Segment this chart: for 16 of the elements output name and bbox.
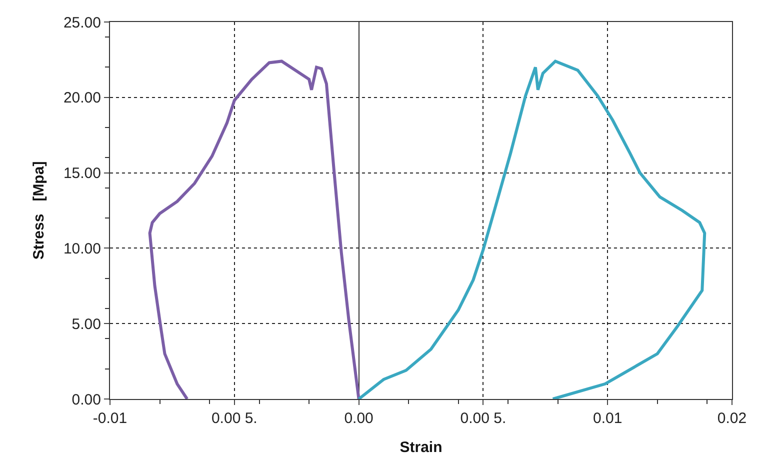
y-tick-label: 15.00 (63, 165, 101, 182)
y-axis-title: Stress [Mpa] (30, 161, 48, 260)
x-tick-label: -0.01 (92, 410, 128, 427)
x-tick-label: 0.01 (593, 410, 622, 427)
x-tick-label: 0.00 5. (211, 410, 258, 427)
x-tick-label: 0.02 (717, 410, 747, 427)
x-tick-label: 0.00 5. (460, 410, 506, 427)
line-series (148, 60, 360, 399)
x-axis-title: Strain (400, 439, 442, 456)
y-tick-label: 5.00 (72, 316, 101, 333)
y-tick-label: 0.00 (72, 391, 101, 408)
y-tick-label: 20.00 (63, 90, 101, 107)
x-tick-label: 0.00 (344, 410, 374, 427)
line-series (357, 60, 706, 399)
y-tick-label: 25.00 (63, 14, 101, 32)
y-tick-label: 10.00 (63, 240, 101, 258)
